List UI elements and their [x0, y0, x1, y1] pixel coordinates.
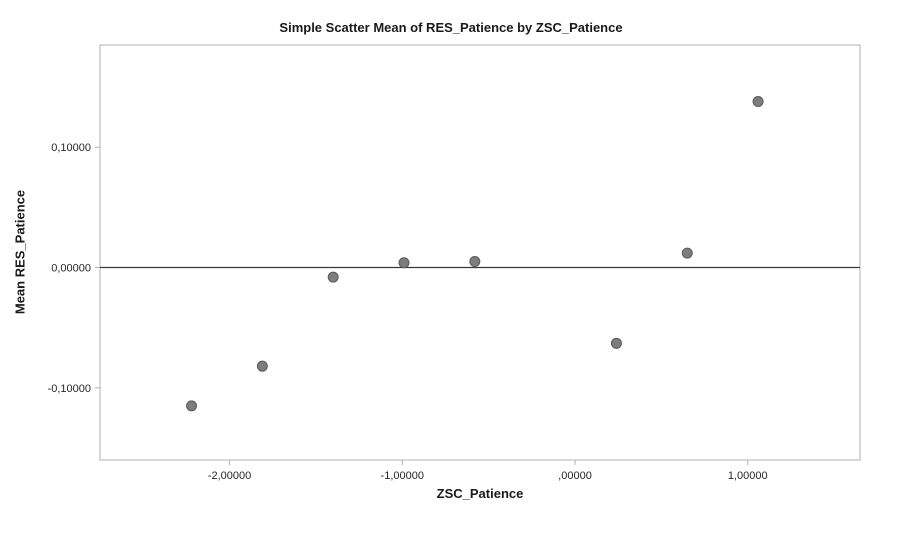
- x-axis-label: ZSC_Patience: [436, 486, 524, 501]
- data-point: [327, 271, 339, 283]
- x-tick-label: -2,00000: [208, 470, 251, 482]
- y-tick-label: -0,10000: [48, 383, 91, 395]
- data-point: [469, 256, 481, 268]
- data-point: [186, 400, 198, 412]
- x-tick-label: -1,00000: [381, 470, 424, 482]
- x-tick-label: ,00000: [558, 470, 592, 482]
- plot-frame: [99, 44, 861, 461]
- y-tick-label: 0,10000: [51, 142, 91, 154]
- chart-title: Simple Scatter Mean of RES_Patience by Z…: [279, 20, 623, 35]
- data-point: [752, 96, 764, 108]
- data-point: [256, 360, 268, 372]
- y-tick-label: 0,00000: [51, 263, 91, 275]
- data-point: [681, 247, 693, 259]
- data-point: [610, 337, 622, 349]
- data-point: [398, 257, 410, 269]
- x-tick-label: 1,00000: [728, 470, 768, 482]
